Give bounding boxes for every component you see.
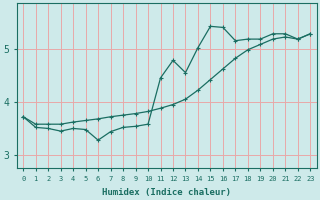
- X-axis label: Humidex (Indice chaleur): Humidex (Indice chaleur): [102, 188, 231, 197]
